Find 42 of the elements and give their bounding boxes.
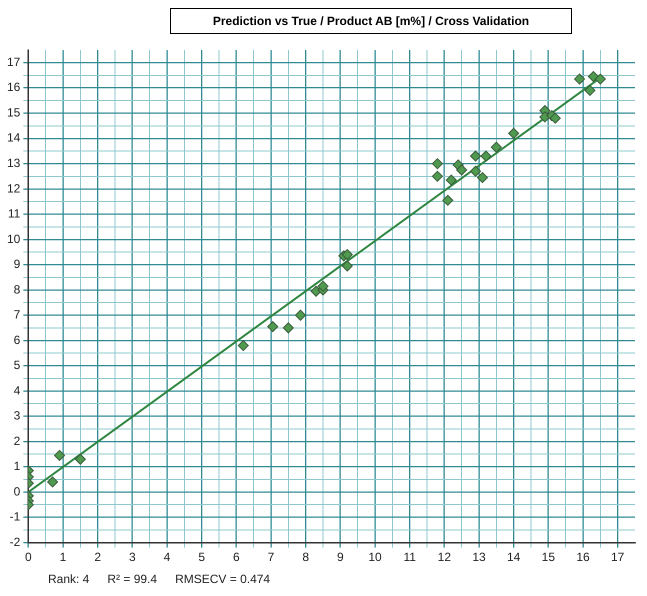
y-tick-label: 2: [14, 434, 21, 448]
x-tick-label: 8: [302, 550, 310, 564]
x-tick-label: 2: [94, 550, 102, 564]
text: R² = 99.4: [107, 572, 158, 586]
x-tick-label: 14: [506, 550, 521, 564]
x-tick-label: 5: [198, 550, 206, 564]
text: RMSECV = 0.474: [175, 572, 270, 586]
y-tick-label: -2: [10, 534, 21, 549]
y-tick-label: -1: [10, 510, 21, 524]
x-tick-label: 12: [438, 550, 452, 564]
y-tick-label: 8: [14, 282, 21, 296]
y-tick-label: 0: [14, 484, 21, 498]
y-tick-label: 15: [6, 105, 21, 120]
y-tick-label: 1: [14, 459, 21, 474]
x-tick-label: 13: [472, 550, 486, 564]
y-tick-label: 9: [14, 257, 21, 272]
y-tick-label: 10: [6, 232, 21, 246]
x-tick-label: 0: [25, 550, 32, 564]
x-tick-label: 11: [403, 550, 416, 564]
y-tick-label: 5: [14, 358, 21, 372]
y-tick-label: 13: [6, 156, 21, 170]
y-tick-label: 16: [6, 80, 21, 94]
x-tick-label: 4: [164, 550, 171, 564]
y-tick-label: 11: [8, 206, 21, 221]
y-tick-label: 4: [14, 383, 21, 398]
x-tick-label: 1: [60, 550, 67, 564]
x-tick-label: 17: [610, 550, 625, 564]
x-tick-label: 9: [336, 550, 344, 564]
x-tick-label: 7: [268, 550, 275, 564]
y-tick-label: 14: [6, 130, 21, 145]
x-tick-label: 3: [129, 550, 136, 564]
x-tick-label: 6: [233, 550, 240, 564]
y-tick-label: 7: [14, 308, 21, 322]
x-tick-label: 16: [576, 550, 590, 564]
text: Rank: 4: [48, 572, 90, 586]
chart-title: Prediction vs True / Product AB [m%] / Cross Validation: [170, 8, 572, 34]
y-tick-label: 17: [6, 54, 21, 69]
x-tick-label: 15: [542, 550, 556, 564]
y-tick-label: 6: [14, 332, 21, 347]
x-tick-label: 10: [368, 550, 382, 564]
y-tick-label: 3: [14, 408, 21, 423]
y-tick-label: 12: [6, 181, 21, 196]
